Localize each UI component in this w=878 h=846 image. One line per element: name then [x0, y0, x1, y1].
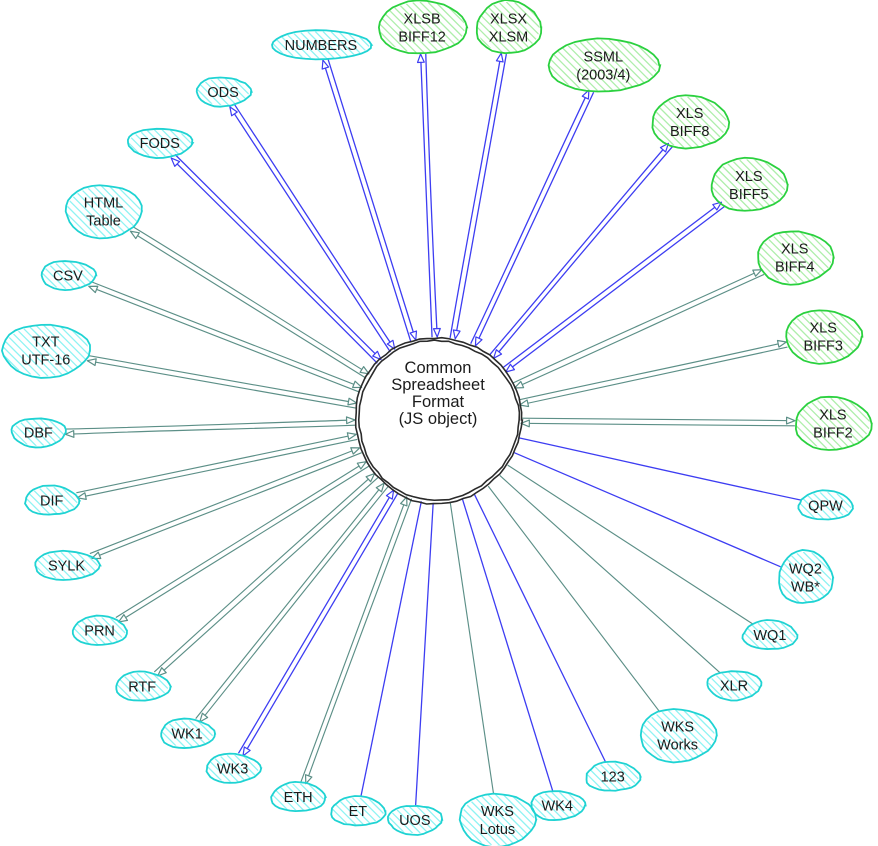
svg-text:WK1: WK1: [171, 727, 202, 743]
svg-text:ODS: ODS: [207, 85, 238, 101]
svg-text:123: 123: [601, 770, 625, 786]
svg-text:FODS: FODS: [140, 136, 180, 152]
svg-text:RTF: RTF: [128, 679, 156, 695]
svg-text:NUMBERS: NUMBERS: [285, 38, 358, 54]
svg-text:UOS: UOS: [399, 813, 430, 829]
svg-text:DIF: DIF: [40, 494, 64, 510]
svg-text:ETH: ETH: [284, 790, 313, 806]
svg-text:DBF: DBF: [24, 426, 53, 442]
svg-text:CSV: CSV: [53, 268, 83, 284]
svg-text:PRN: PRN: [84, 624, 115, 640]
svg-text:WK4: WK4: [541, 799, 572, 815]
svg-text:SYLK: SYLK: [48, 559, 85, 575]
svg-text:WK3: WK3: [217, 761, 248, 777]
svg-text:XLR: XLR: [720, 678, 748, 694]
svg-text:ET: ET: [349, 804, 368, 820]
svg-text:SSML(2003/4): SSML (2003/4): [576, 49, 630, 83]
svg-text:WQ1: WQ1: [753, 628, 786, 644]
svg-text:QPW: QPW: [808, 499, 843, 515]
